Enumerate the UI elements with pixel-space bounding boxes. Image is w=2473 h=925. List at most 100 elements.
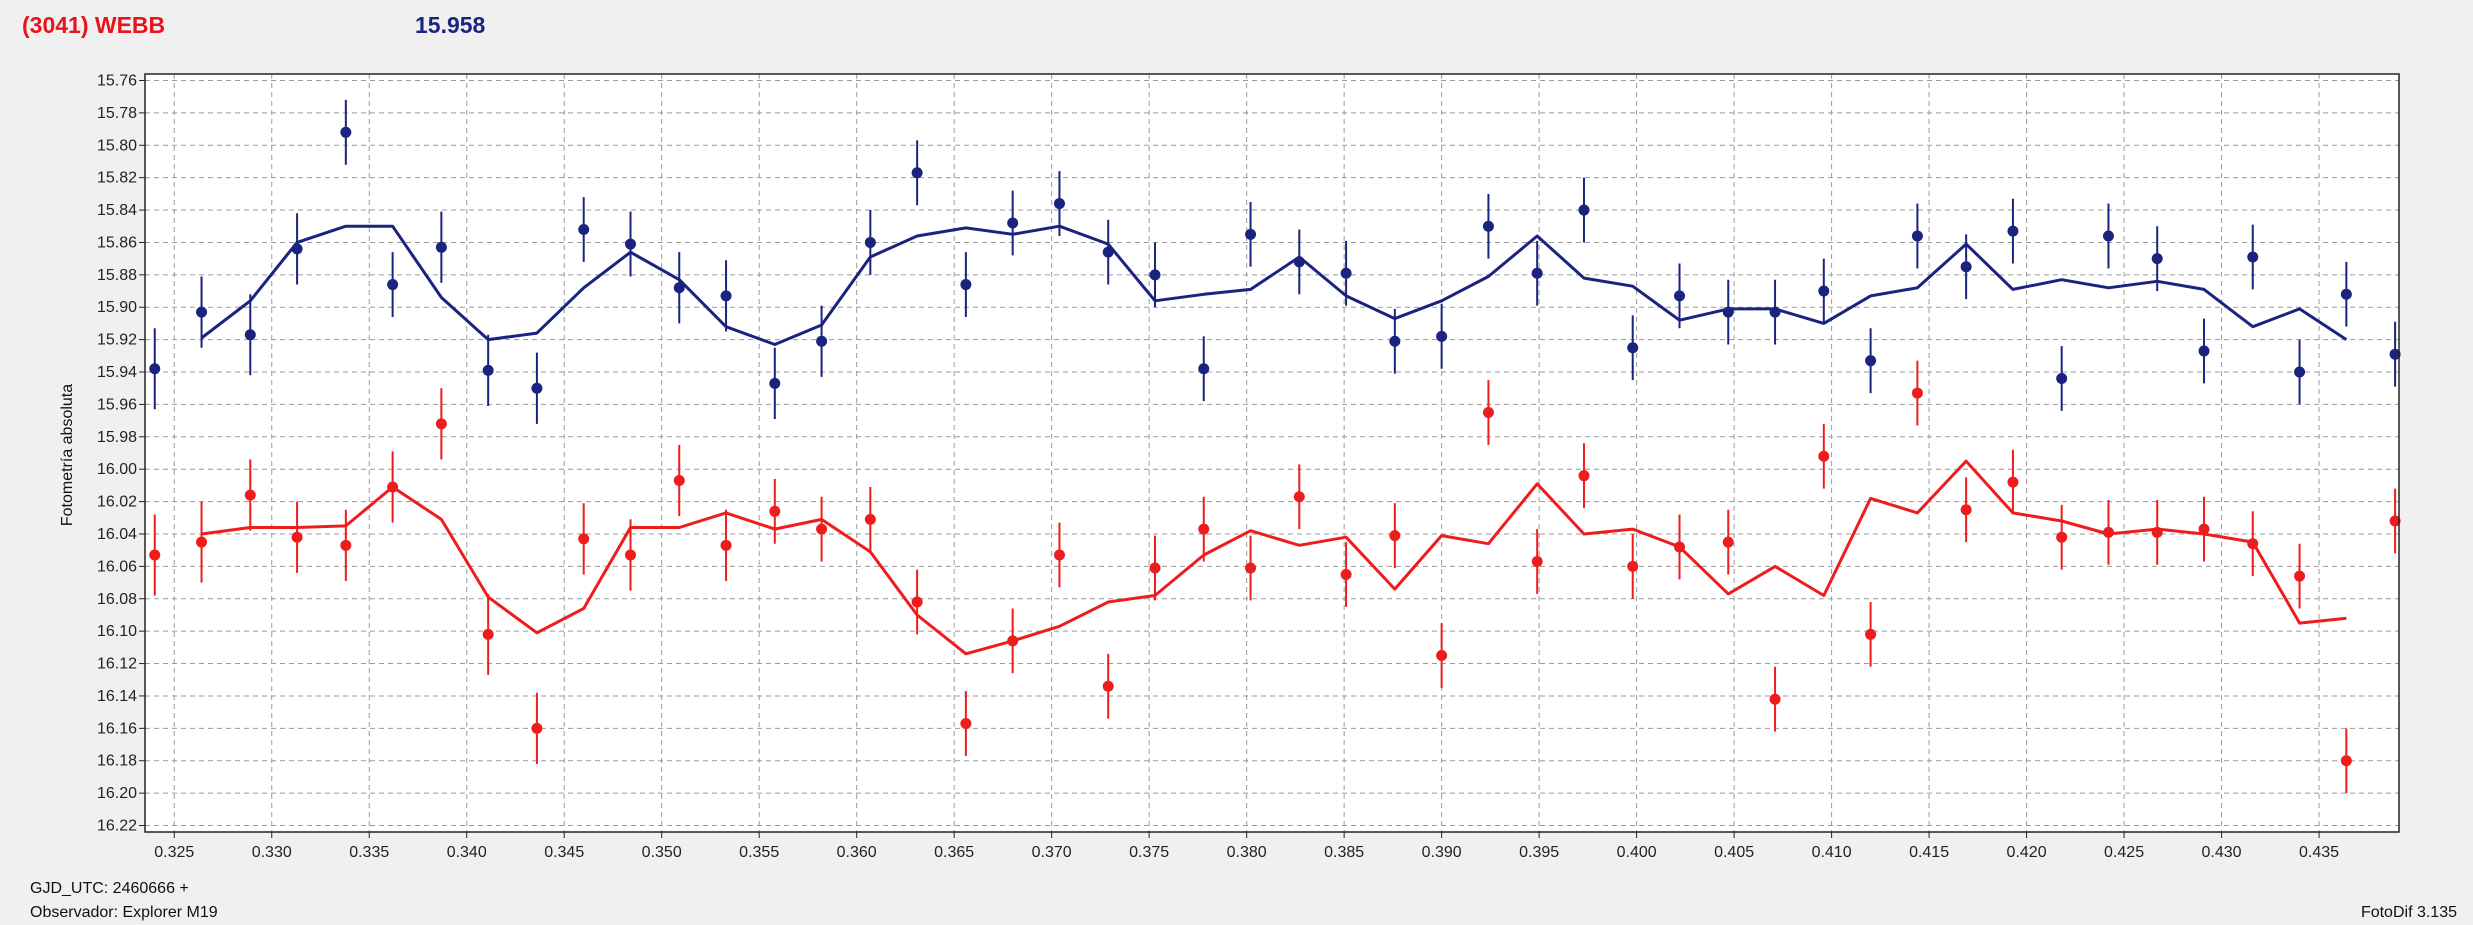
data-point — [2389, 515, 2401, 527]
data-point — [531, 382, 543, 394]
data-point — [1911, 230, 1923, 242]
software-label: FotoDif 3.135 — [2360, 904, 2457, 921]
data-point — [578, 533, 590, 545]
data-point — [2056, 372, 2068, 384]
data-point — [1340, 267, 1352, 279]
data-point — [2007, 476, 2019, 488]
data-point — [1578, 470, 1590, 482]
data-point — [1674, 290, 1686, 302]
data-point — [1293, 491, 1305, 503]
data-point — [960, 279, 972, 291]
data-point — [864, 513, 876, 525]
y-tick-label: 16.16 — [97, 720, 137, 737]
x-tick-label: 0.405 — [1714, 844, 1754, 861]
data-point — [1960, 261, 1972, 273]
data-point — [244, 329, 256, 341]
data-point — [1865, 355, 1877, 367]
x-tick-label: 0.430 — [2202, 844, 2242, 861]
magnitude-value: 15.958 — [415, 12, 486, 38]
data-point — [578, 223, 590, 235]
data-point — [340, 126, 352, 138]
data-point — [1293, 256, 1305, 268]
data-point — [1960, 504, 1972, 516]
x-tick-label: 0.415 — [1909, 844, 1949, 861]
y-tick-label: 15.86 — [97, 234, 137, 251]
x-tick-label: 0.400 — [1617, 844, 1657, 861]
lightcurve-chart: 15.76 15.78 15.80 15.82 15.84 15.86 15.88 15.90… — [59, 72, 2401, 861]
data-point — [911, 596, 923, 608]
data-point — [1053, 549, 1065, 561]
data-point — [1722, 536, 1734, 548]
y-tick-label: 15.76 — [97, 72, 137, 89]
y-tick-label: 16.14 — [97, 688, 137, 705]
series-1 — [149, 360, 2401, 794]
x-tick-label: 0.410 — [1812, 844, 1852, 861]
x-tick-label: 0.355 — [739, 844, 779, 861]
data-point — [1818, 285, 1830, 297]
data-point — [2247, 538, 2259, 550]
data-point — [1865, 628, 1877, 640]
x-tick-label: 0.385 — [1324, 844, 1364, 861]
data-point — [1482, 407, 1494, 419]
data-point — [1531, 267, 1543, 279]
data-point — [2056, 531, 2068, 543]
data-point — [196, 536, 208, 548]
x-tick-label: 0.390 — [1422, 844, 1462, 861]
y-tick-label: 15.84 — [97, 202, 137, 219]
x-axis-ticks: 0.325 0.330 0.335 0.340 0.345 0.350 0.355 0.360… — [154, 832, 2339, 861]
x-tick-label: 0.360 — [837, 844, 877, 861]
y-tick-label: 15.78 — [97, 105, 137, 122]
data-point — [1198, 523, 1210, 535]
data-point — [1911, 387, 1923, 399]
y-tick-label: 16.06 — [97, 558, 137, 575]
data-point — [244, 489, 256, 501]
data-point — [1769, 693, 1781, 705]
y-tick-label: 15.94 — [97, 364, 137, 381]
data-point — [1007, 217, 1019, 229]
x-tick-label: 0.340 — [447, 844, 487, 861]
y-tick-label: 15.98 — [97, 429, 137, 446]
y-tick-label: 16.04 — [97, 526, 137, 543]
x-tick-label: 0.395 — [1519, 844, 1559, 861]
y-tick-label: 15.92 — [97, 332, 137, 349]
data-point — [1818, 450, 1830, 462]
data-point — [720, 539, 732, 551]
data-point — [816, 335, 828, 347]
data-point — [2007, 225, 2019, 237]
data-point — [2389, 348, 2401, 360]
observer-label: Observador: Explorer M19 — [30, 904, 218, 921]
data-point — [625, 238, 637, 250]
y-axis-ticks: 15.76 15.78 15.80 15.82 15.84 15.86 15.88 15.90… — [97, 72, 145, 835]
data-point — [435, 241, 447, 253]
data-point — [960, 717, 972, 729]
data-point — [1769, 306, 1781, 318]
data-point — [1722, 306, 1734, 318]
object-title: (3041) WEBB — [22, 12, 166, 38]
data-point — [387, 279, 399, 291]
data-point — [531, 722, 543, 734]
data-point — [1389, 335, 1401, 347]
data-point — [2340, 288, 2352, 300]
data-point — [2151, 253, 2163, 265]
series-0 — [149, 99, 2401, 424]
data-point — [1053, 198, 1065, 210]
y-tick-label: 15.82 — [97, 170, 137, 187]
data-point — [625, 549, 637, 561]
data-point — [1340, 568, 1352, 580]
data-point — [196, 306, 208, 318]
data-point — [387, 481, 399, 493]
data-point — [2247, 251, 2259, 263]
data-point — [1627, 342, 1639, 354]
data-point — [482, 628, 494, 640]
data-point — [864, 236, 876, 248]
data-point — [2294, 570, 2306, 582]
data-point — [1627, 560, 1639, 572]
series-0-fit-line — [200, 224, 2348, 346]
data-point — [769, 505, 781, 517]
grid — [145, 74, 2399, 832]
y-axis-label: Fotometría absoluta — [59, 384, 76, 526]
y-tick-label: 16.08 — [97, 591, 137, 608]
series-layer — [149, 99, 2401, 794]
data-point — [1102, 246, 1114, 258]
x-tick-label: 0.325 — [154, 844, 194, 861]
